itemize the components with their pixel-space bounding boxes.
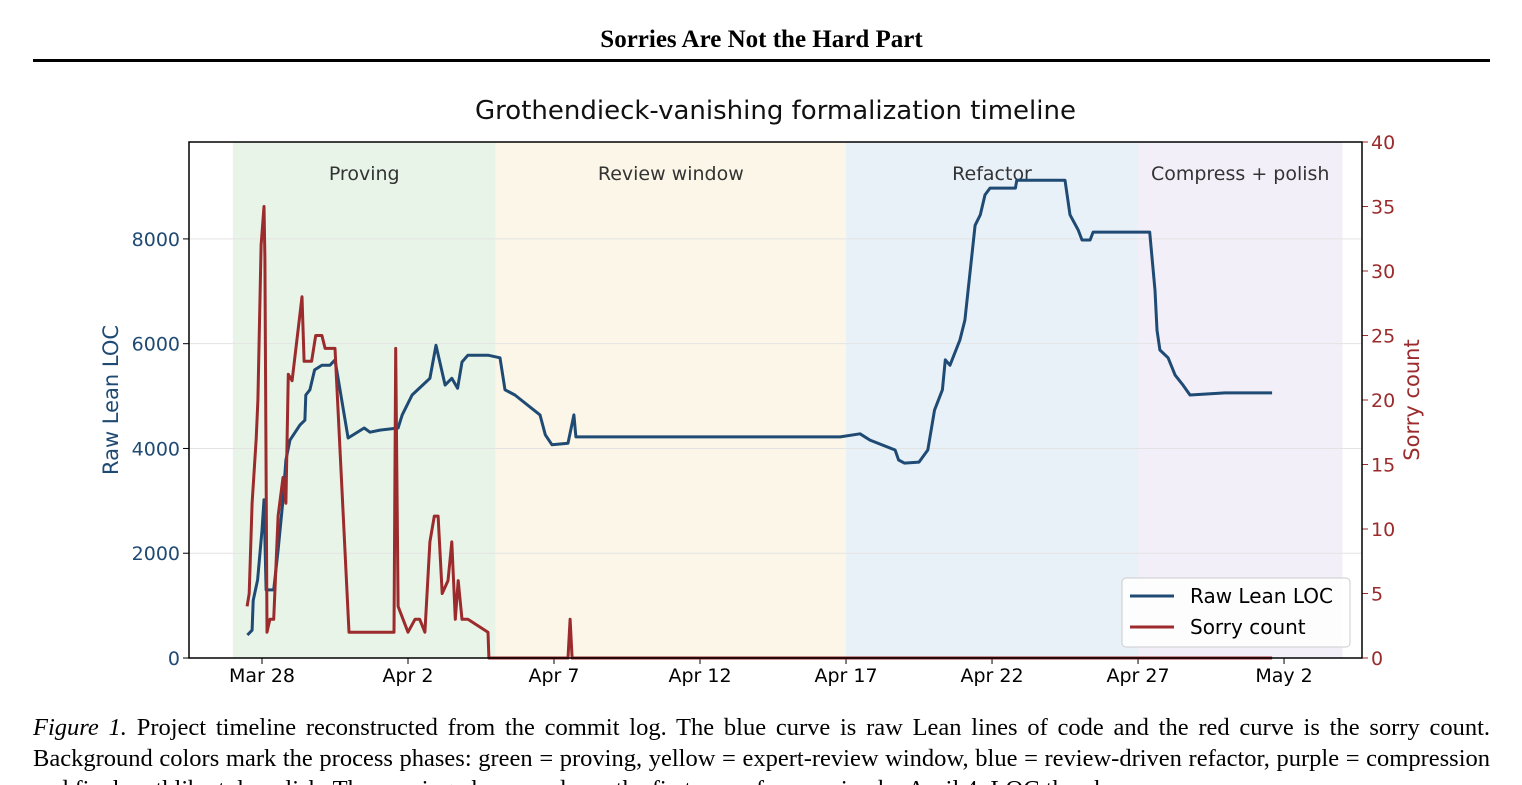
series-line [246,178,1273,637]
y-axis-label: Raw Lean LOC [99,325,123,475]
header-rule [33,59,1490,62]
y2-tick-label: 15 [1371,455,1395,477]
running-title: Sorries Are Not the Hard Part [600,26,923,53]
y2-tick-label: 25 [1371,326,1395,348]
phase-band [846,142,1139,658]
phase-label: Proving [329,163,400,185]
legend-box [1121,577,1351,648]
phase-band [1138,142,1343,658]
x-tick-label: May 2 [1255,665,1312,687]
y2-tick-label: 10 [1371,519,1395,541]
y2-axis-label: Sorry count [1400,339,1424,460]
series-line [245,205,1273,660]
legend-label: Raw Lean LOC [1190,584,1333,608]
chart-title: Grothendieck-vanishing formalization tim… [475,96,1076,126]
y2-tick-label: 5 [1371,584,1383,606]
caption-label: Figure 1. [33,714,127,741]
x-tick-label: Apr 22 [960,665,1023,687]
x-tick-label: Mar 28 [229,665,295,687]
y2-tick-label: 30 [1371,261,1395,283]
y2-tick-label: 20 [1371,390,1395,412]
phase-label: Review window [598,163,744,185]
phase-label: Refactor [952,163,1032,185]
phase-label: Compress + polish [1151,163,1330,185]
plot-frame [188,141,1363,659]
y-tick-label: 2000 [132,543,180,565]
caption: Figure 1. Project timeline reconstructed… [33,712,1490,785]
y-tick-label: 4000 [132,438,180,460]
x-tick-label: Apr 7 [529,665,580,687]
x-tick-label: Apr 12 [668,665,731,687]
y-tick-label: 0 [168,648,180,670]
legend-label: Sorry count [1190,615,1306,639]
x-tick-label: Apr 2 [383,665,434,687]
phase-band [495,142,847,658]
caption-text: Project timeline reconstructed from the … [33,714,1491,785]
x-tick-label: Apr 27 [1106,665,1169,687]
y2-tick-label: 0 [1371,648,1383,670]
y2-tick-label: 40 [1371,132,1395,154]
y-tick-label: 8000 [132,229,180,251]
x-tick-label: Apr 17 [814,665,877,687]
chart: Proving Review window Refactor Compress + p… [99,96,1424,687]
phase-band [232,142,496,658]
y-tick-label: 6000 [132,334,180,356]
y2-tick-label: 35 [1371,197,1395,219]
